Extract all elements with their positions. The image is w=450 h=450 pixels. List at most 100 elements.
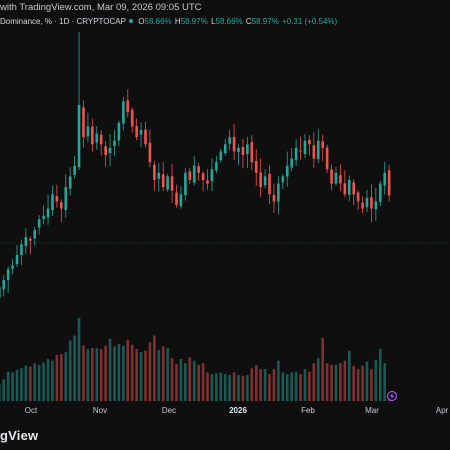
volume-layer [0,317,391,401]
candle-body [51,194,54,211]
volume-bar [241,375,245,401]
volume-bar [250,368,254,401]
open-label: O [138,17,145,26]
candle-body [135,125,138,138]
x-tick-label: Apr [436,406,449,415]
candle-body [104,146,107,155]
candle-body [188,171,192,180]
candle-body [223,144,227,154]
volume-bar [130,344,134,401]
low-label: L [211,17,216,26]
volume-bar [144,350,147,401]
volume-bar [135,348,138,401]
candle-body [64,187,68,210]
volume-bar [175,364,178,401]
volume-bar [223,374,227,401]
candle-body [352,182,355,195]
chart-header: with TradingView.com, Mar 09, 2026 09:05… [0,0,450,34]
volume-bar [237,374,240,401]
volume-bar [60,353,63,401]
volume-bar [290,372,293,401]
candle-body [99,134,103,145]
candle-body [82,107,85,138]
candle-body [263,176,267,186]
candle-body [95,133,99,143]
volume-bar [15,369,19,401]
volume-bar [365,361,369,401]
volume-bar [303,369,307,401]
volume-bar [153,335,156,401]
candle-body [316,140,320,160]
candle-body [122,101,125,124]
candle-body [294,147,298,161]
volume-bar [383,363,387,401]
candle-body [126,100,130,113]
candle-body [117,122,121,141]
volume-bar [272,369,276,401]
candle-body [343,183,347,195]
volume-bar [330,364,333,401]
volume-bar [374,359,378,401]
symbol-label: Dominance, % · 1D · CRYPTOCAP [0,17,126,26]
volume-bar [82,345,85,401]
candle-body [201,173,205,180]
candle-body [330,169,333,184]
candle-body [161,174,165,188]
volume-bar [268,374,271,401]
volume-bar [104,345,107,401]
candle-body [387,170,391,196]
volume-bar [148,342,152,401]
candle-body [303,140,307,154]
candle-body [365,197,369,208]
publish-line: with TradingView.com, Mar 09, 2026 09:05… [0,2,202,13]
candle-body [215,162,218,171]
candle-body [24,237,28,247]
candle-body [325,147,329,170]
candle-body [46,208,50,218]
candle-body [6,269,10,280]
volume-bar [347,350,351,401]
volume-bar [86,348,90,401]
candle-body [113,140,116,146]
volume-bar [99,348,103,401]
x-tick-label: Oct [25,406,38,415]
high-value: 58.97% [180,17,208,26]
volume-bar [179,359,183,401]
candle-body [130,109,134,127]
candle-body [281,176,285,183]
volume-bar [361,365,364,401]
volume-bar [219,372,223,401]
volume-bar [285,374,289,401]
candle-body [228,137,231,144]
candle-body [308,139,311,145]
candle-body [290,158,293,168]
volume-bar [206,372,209,401]
x-tick-label: 2026 [229,406,247,415]
candle-body [312,145,316,159]
candle-body [378,183,382,202]
candle-body [86,126,90,137]
candle-body [272,194,276,202]
volume-bar [29,366,32,401]
volume-bar [192,360,196,401]
x-tick-label: Nov [93,406,107,415]
candle-body [237,147,240,152]
candle-body [60,202,63,209]
volume-bar [55,354,59,401]
volume-bar [370,369,373,401]
volume-bar [343,360,347,401]
volume-bar [122,345,125,401]
lightning-icon[interactable] [387,391,397,401]
volume-bar [197,364,200,401]
candle-body [0,287,1,298]
candle-body [73,165,76,176]
candle-body [299,150,302,152]
candle-body [370,197,373,209]
candle-body [356,192,360,202]
ohlc-legend: Dominance, % · 1D · CRYPTOCAP O58.66% H5… [0,17,337,26]
candle-body [206,180,209,184]
candle-body [108,147,112,154]
volume-bar [42,362,45,401]
candle-body [179,194,183,207]
